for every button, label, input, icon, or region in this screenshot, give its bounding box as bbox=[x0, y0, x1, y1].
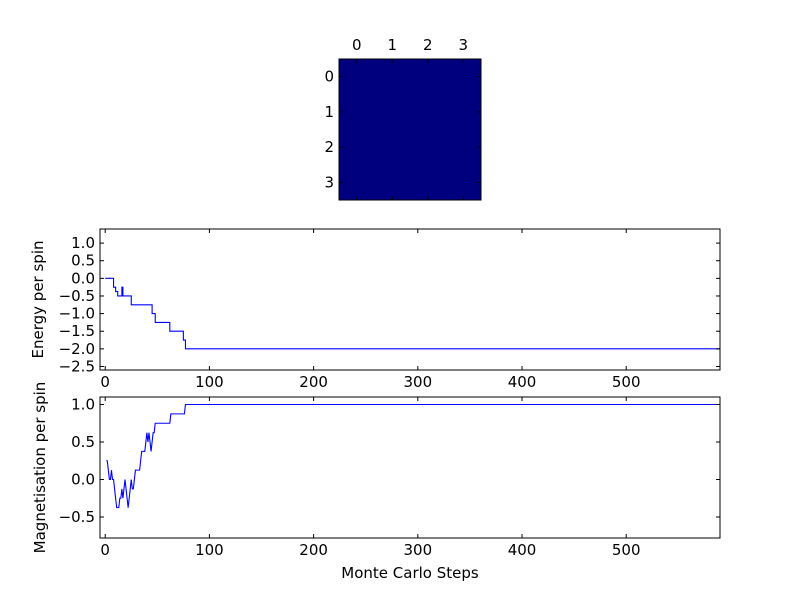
heatmap-cell bbox=[410, 164, 446, 201]
magnetisation-y-tick-label: 0.0 bbox=[71, 471, 95, 489]
heatmap-cell bbox=[445, 59, 482, 95]
energy-x-tick-label: 300 bbox=[403, 373, 432, 391]
heatmap-x-tick-label: 0 bbox=[352, 36, 362, 54]
magnetisation-y-tick-label: −0.5 bbox=[59, 508, 95, 526]
magnetisation-x-tick-label: 200 bbox=[299, 541, 328, 559]
heatmap-frame bbox=[338, 58, 482, 201]
magnetisation-plot bbox=[99, 396, 721, 539]
magnetisation-y-axis-label: Magnetisation per spin bbox=[31, 382, 49, 554]
heatmap-x-tick-label: 2 bbox=[423, 36, 433, 54]
magnetisation-x-tick-label: 400 bbox=[508, 541, 537, 559]
energy-plot bbox=[99, 228, 721, 371]
heatmap-cell bbox=[410, 94, 446, 130]
energy-y-tick-label: −2.0 bbox=[59, 340, 95, 358]
energy-y-tick-label: 1.0 bbox=[71, 234, 95, 252]
energy-y-tick-label: −1.0 bbox=[59, 305, 95, 323]
heatmap-x-tick-label: 1 bbox=[387, 36, 397, 54]
magnetisation-frame bbox=[99, 396, 721, 539]
heatmap-y-tick-label: 1 bbox=[324, 103, 334, 121]
energy-x-tick-label: 100 bbox=[195, 373, 224, 391]
energy-x-tick-label: 500 bbox=[612, 373, 641, 391]
energy-series-line bbox=[105, 277, 720, 350]
heatmap-cell bbox=[445, 129, 482, 166]
magnetisation-series-line bbox=[106, 403, 720, 509]
energy-y-tick-label: 0.5 bbox=[71, 252, 95, 270]
magnetisation-x-tick-label: 0 bbox=[100, 541, 110, 559]
heatmap-cell bbox=[410, 129, 446, 166]
heatmap-y-tick-label: 2 bbox=[324, 138, 334, 156]
energy-frame bbox=[99, 228, 721, 371]
heatmap-cell bbox=[339, 94, 375, 130]
energy-x-tick-label: 0 bbox=[100, 373, 110, 391]
magnetisation-y-tick-label: 0.5 bbox=[71, 433, 95, 451]
energy-x-tick-label: 200 bbox=[299, 373, 328, 391]
heatmap-cell bbox=[339, 164, 375, 201]
energy-y-tick-label: −1.5 bbox=[59, 322, 95, 340]
heatmap-cell bbox=[374, 94, 411, 130]
heatmap-x-tick-label: 3 bbox=[458, 36, 468, 54]
heatmap-y-tick-label: 3 bbox=[324, 173, 334, 191]
heatmap-cell bbox=[445, 164, 482, 201]
heatmap-cell bbox=[374, 164, 411, 201]
energy-y-tick-label: −2.5 bbox=[59, 357, 95, 375]
heatmap-cell bbox=[339, 129, 375, 166]
magnetisation-x-tick-label: 300 bbox=[403, 541, 432, 559]
heatmap-cell bbox=[445, 94, 482, 130]
energy-x-tick-label: 400 bbox=[508, 373, 537, 391]
heatmap-cell bbox=[410, 59, 446, 95]
energy-y-tick-label: 0.0 bbox=[71, 269, 95, 287]
magnetisation-x-axis-label: Monte Carlo Steps bbox=[341, 564, 479, 582]
heatmap-cell bbox=[339, 59, 375, 95]
magnetisation-y-tick-label: 1.0 bbox=[71, 396, 95, 414]
heatmap-y-tick-label: 0 bbox=[324, 68, 334, 86]
lattice-heatmap bbox=[338, 58, 482, 201]
magnetisation-x-tick-label: 100 bbox=[195, 541, 224, 559]
energy-y-axis-label: Energy per spin bbox=[29, 241, 47, 359]
heatmap-cell bbox=[374, 59, 411, 95]
magnetisation-x-tick-label: 500 bbox=[612, 541, 641, 559]
energy-y-tick-label: −0.5 bbox=[59, 287, 95, 305]
heatmap-cell bbox=[374, 129, 411, 166]
